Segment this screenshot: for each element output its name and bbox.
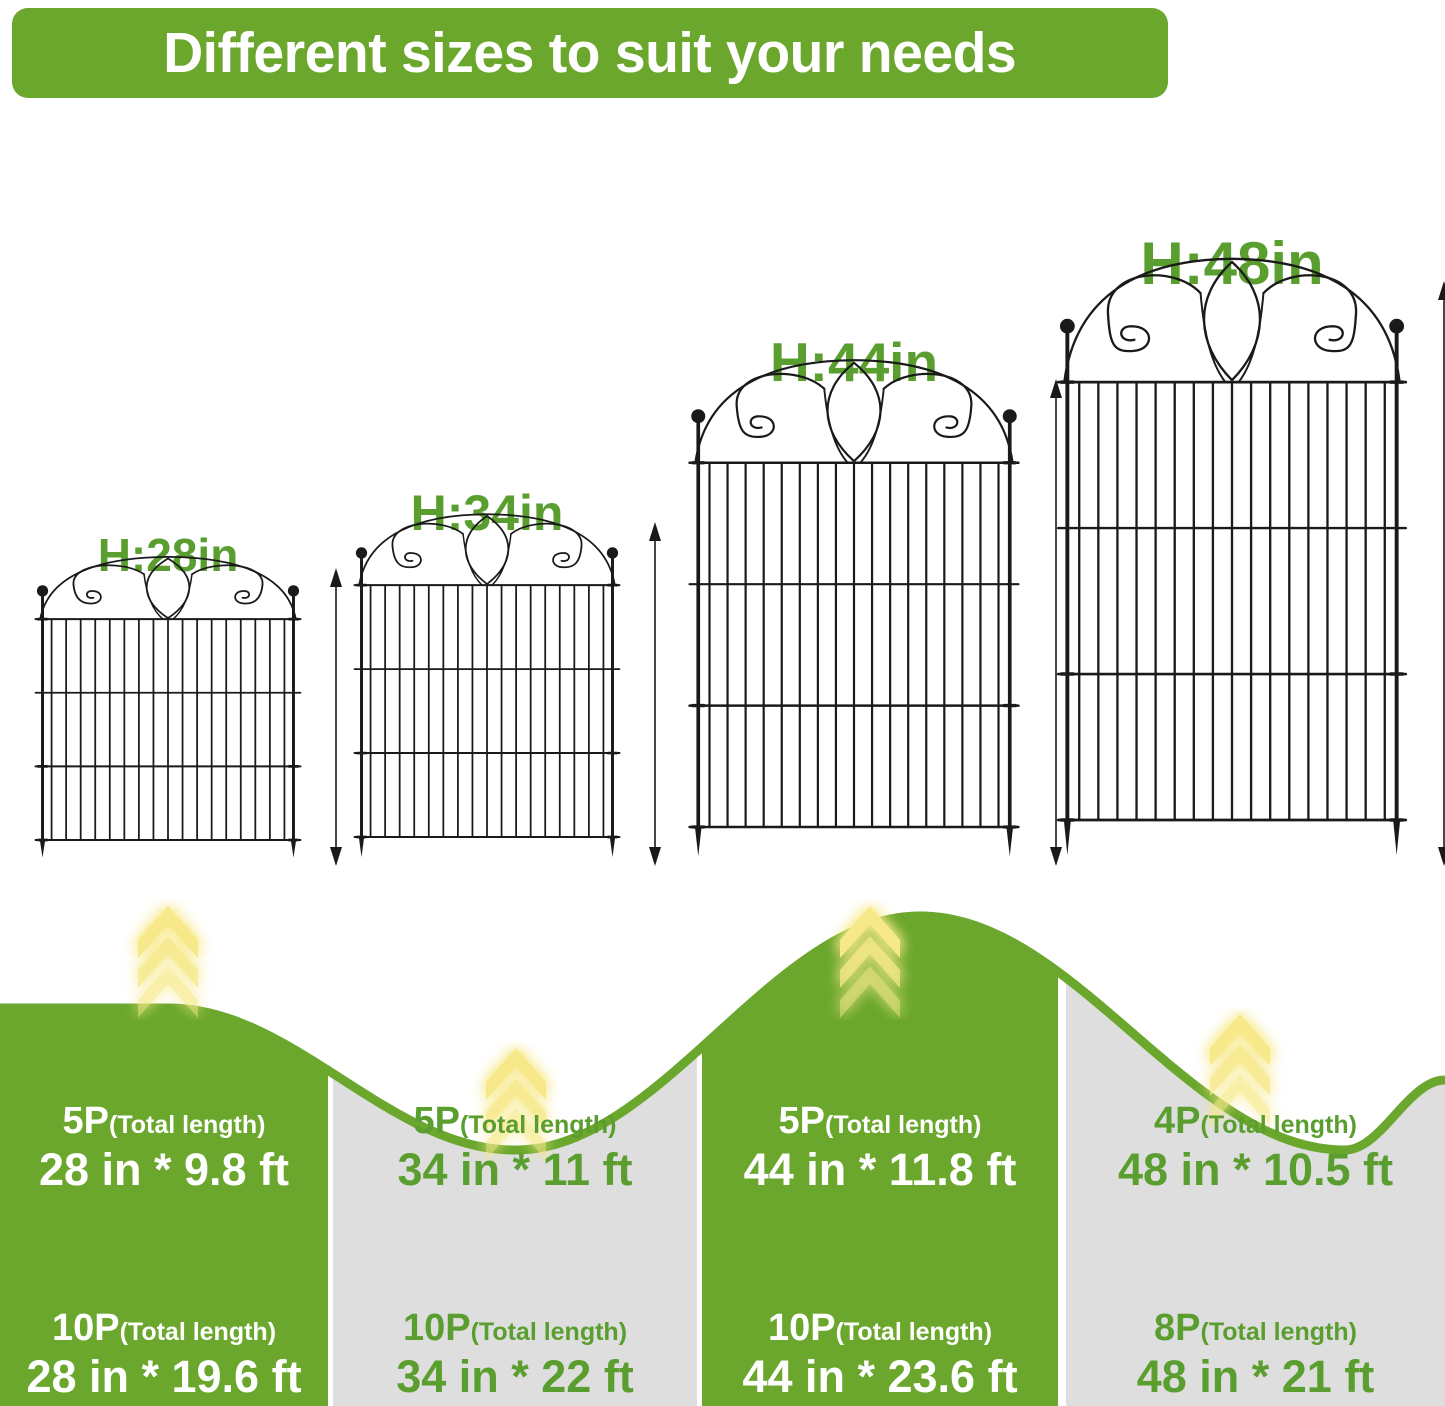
pack-count: 5P(Total length) [702, 1102, 1058, 1140]
fence-panel-group-34in: H:34in [346, 488, 661, 866]
fence-panel [679, 357, 1029, 865]
spec-column-background-gray [1066, 977, 1445, 1406]
dimension-arrow-icon [1050, 379, 1062, 866]
chevron-up-icon [1192, 1008, 1288, 1128]
size-value: 44 in * 11.8 ft [743, 1144, 1017, 1195]
spec-columns: 5P(Total length) 28 in * 9.8 ft 10P(Total … [0, 1060, 1445, 1406]
pack-count: 5P(Total length) [333, 1102, 697, 1140]
pack-count: 4P(Total length) [1066, 1102, 1445, 1140]
spec-entry: 5P(Total length) 34 in * 11 ft [333, 1102, 697, 1193]
pack-count-value: 5P [413, 1100, 461, 1142]
fence-panel [1047, 255, 1417, 865]
pack-count: 5P(Total length) [0, 1102, 328, 1140]
pack-count-value: 5P [778, 1100, 826, 1142]
fence-panel-graphic [688, 359, 1020, 857]
spec-entry: 10P(Total length) 44 in * 23.6 ft [702, 1309, 1058, 1400]
spec-column-2: 5P(Total length) 34 in * 11 ft 10P(Total l… [333, 1060, 697, 1406]
total-length-label: (Total length) [470, 1318, 628, 1347]
pack-count: 10P(Total length) [333, 1309, 697, 1347]
chevron-up-icon [822, 900, 918, 1020]
spec-column-3: 5P(Total length) 44 in * 11.8 ft 10P(Total… [702, 1060, 1058, 1406]
spec-entry: 10P(Total length) 34 in * 22 ft [333, 1309, 697, 1400]
total-length-label: (Total length) [460, 1111, 617, 1139]
panel-dimension-arrow [642, 522, 668, 871]
pack-count-value: 4P [1154, 1100, 1201, 1142]
size-value: 28 in * 19.6 ft [26, 1351, 302, 1403]
header-banner: Different sizes to suit your needs [12, 8, 1168, 98]
panel-dimension-arrow [1043, 379, 1069, 871]
chevron-up-icon [120, 900, 216, 1020]
spec-column-background-green [702, 916, 1058, 1406]
pack-count-value: 10P [51, 1307, 120, 1350]
total-length-label: (Total length) [119, 1318, 277, 1347]
spec-entry: 5P(Total length) 44 in * 11.8 ft [702, 1102, 1058, 1193]
dimension-arrow-icon [1438, 281, 1445, 866]
pack-count: 8P(Total length) [1066, 1309, 1445, 1347]
page-title: Different sizes to suit your needs [163, 20, 1017, 85]
fence-panel [346, 512, 628, 865]
pack-count-value: 5P [62, 1100, 110, 1142]
pack-count: 10P(Total length) [0, 1309, 328, 1347]
total-length-label: (Total length) [1200, 1318, 1357, 1347]
pack-count-value: 8P [1154, 1307, 1201, 1350]
fence-panel-graphic [353, 513, 621, 858]
fence-panel [27, 555, 309, 865]
dimension-arrow-icon [649, 522, 661, 866]
total-length-label: (Total length) [825, 1111, 982, 1139]
panel-height-label: H:28in [97, 529, 239, 581]
panel-dimension-arrow [323, 568, 349, 871]
pack-count: 10P(Total length) [702, 1309, 1058, 1347]
size-value: 48 in * 21 ft [1136, 1351, 1375, 1403]
fence-panel-group-48in: H:48in [1047, 234, 1445, 866]
total-length-label: (Total length) [1200, 1111, 1357, 1139]
size-value: 28 in * 9.8 ft [38, 1144, 290, 1195]
wave-divider [0, 900, 1445, 1406]
total-length-label: (Total length) [835, 1318, 993, 1347]
panel-dimension-arrow [1431, 281, 1445, 871]
spec-entry: 8P(Total length) 48 in * 21 ft [1066, 1309, 1445, 1400]
wave-crest-line [0, 911, 1445, 1155]
fence-showcase: H:28in H:34in H:44in H:48in [0, 100, 1445, 900]
fence-panel-group-28in: H:28in [27, 532, 342, 866]
size-value: 44 in * 23.6 ft [742, 1351, 1018, 1403]
pack-count-value: 10P [402, 1307, 471, 1350]
chevron-up-icon [468, 1042, 564, 1162]
spec-column-1: 5P(Total length) 28 in * 9.8 ft 10P(Total … [0, 1060, 328, 1406]
spec-entry: 4P(Total length) 48 in * 10.5 ft [1066, 1102, 1445, 1193]
fence-panel-group-44in: H:44in [679, 335, 1062, 866]
size-value: 34 in * 22 ft [396, 1351, 634, 1403]
panel-height-label: H:34in [410, 485, 564, 541]
dimension-arrow-icon [330, 568, 342, 866]
fence-panel-graphic [34, 556, 302, 858]
spec-entry: 10P(Total length) 28 in * 19.6 ft [0, 1309, 328, 1400]
fence-panel-graphic [1056, 258, 1408, 856]
spec-entry: 5P(Total length) 28 in * 9.8 ft [0, 1102, 328, 1193]
pack-count-value: 10P [767, 1307, 836, 1350]
spec-column-background-gray [333, 1051, 697, 1406]
spec-column-background-green [0, 1008, 328, 1406]
wave-shape [0, 911, 1445, 1406]
spec-column-4: 4P(Total length) 48 in * 10.5 ft 8P(Total … [1066, 1060, 1445, 1406]
total-length-label: (Total length) [109, 1111, 266, 1139]
size-value: 48 in * 10.5 ft [1117, 1144, 1394, 1195]
size-value: 34 in * 11 ft [397, 1144, 633, 1195]
